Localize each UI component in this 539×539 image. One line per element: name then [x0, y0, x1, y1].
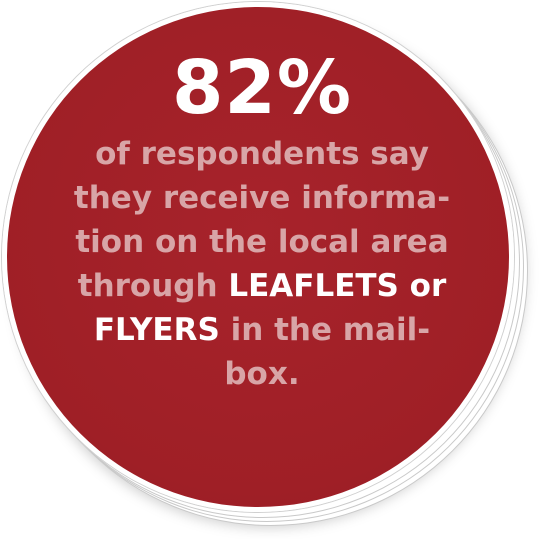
stat-content: 82% of respondents say they receive info…: [60, 48, 464, 396]
description-line-5: FLYERS in the mail-: [60, 308, 464, 352]
highlight-flyers: FLYERS: [93, 312, 220, 348]
stat-circle: [2, 2, 514, 512]
description-line-5-text: in the mail-: [219, 312, 431, 348]
description-line-1: of respondents say: [95, 136, 429, 172]
description-line-2: they receive informa-: [73, 180, 451, 216]
stat-percentage: 82%: [171, 45, 353, 131]
highlight-leaflets: LEAFLETS or: [228, 268, 447, 304]
description-line-4: through LEAFLETS or: [60, 264, 464, 308]
stat-description: of respondents say they receive informa-…: [60, 132, 464, 396]
description-line-6: box.: [224, 356, 300, 392]
description-line-3: tion on the local area: [75, 224, 449, 260]
description-line-4-text: through: [77, 268, 229, 304]
